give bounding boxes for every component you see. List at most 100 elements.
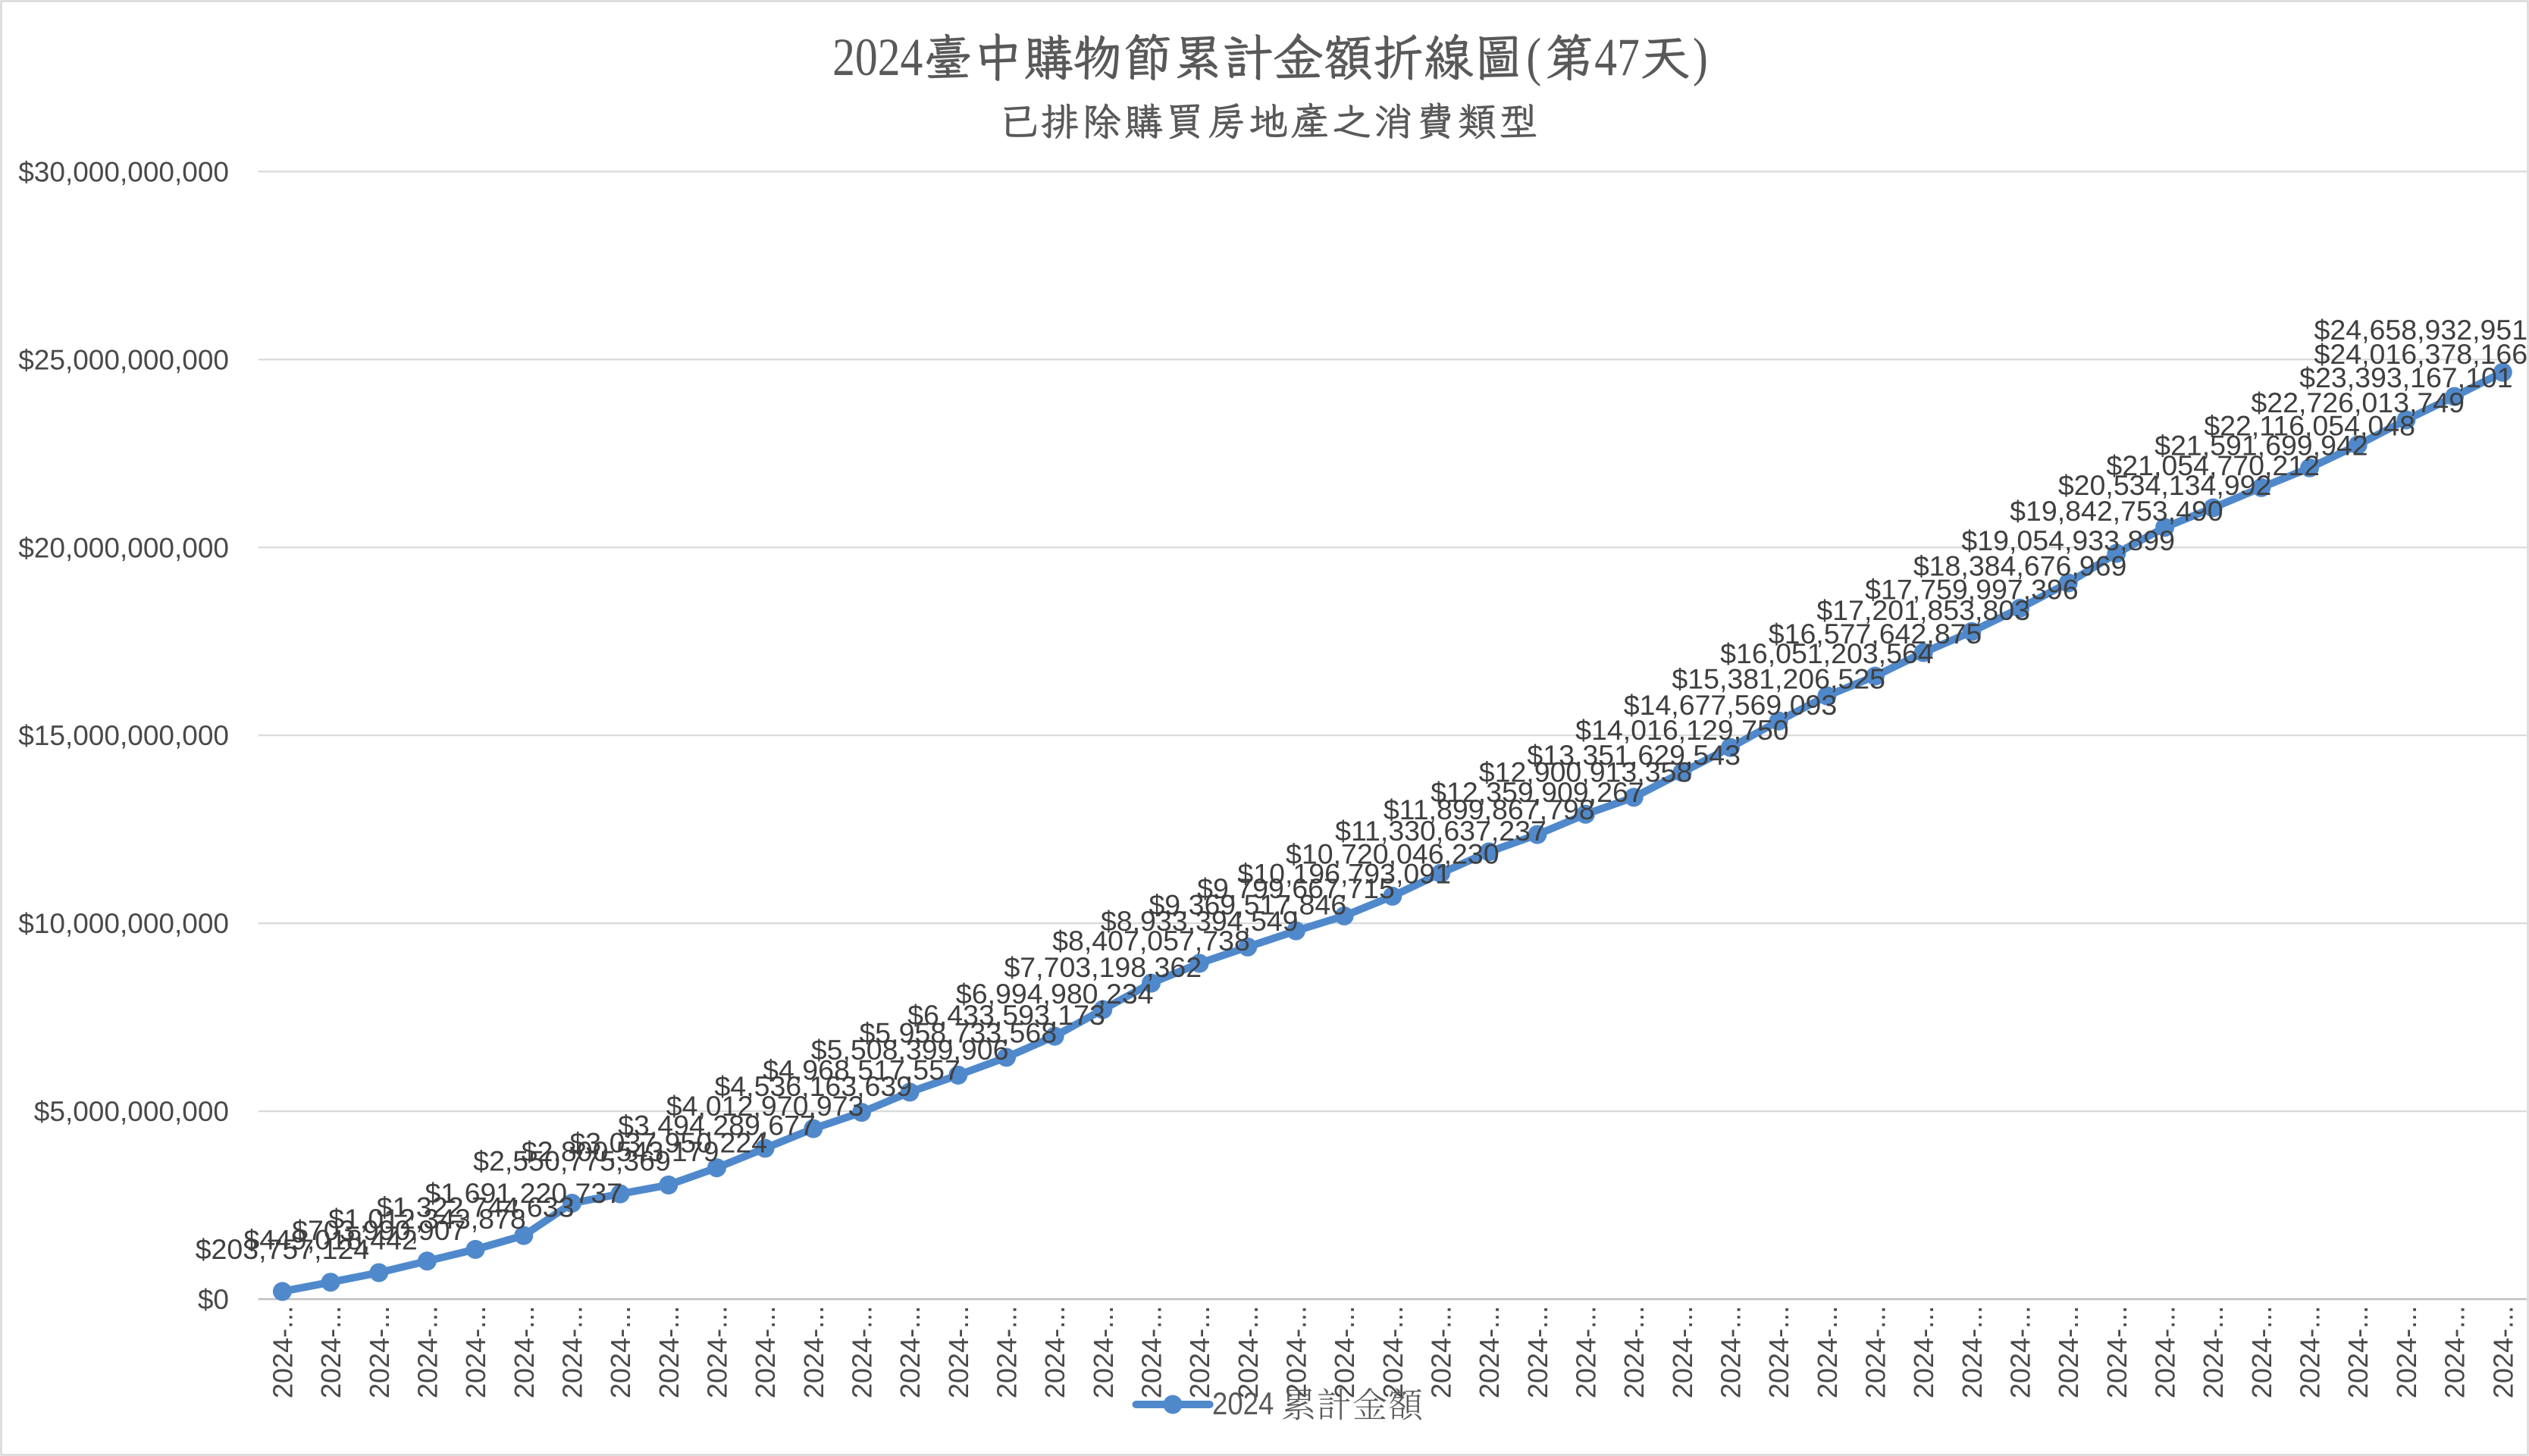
svg-text:2024-...: 2024-... [1474, 1306, 1505, 1398]
svg-text:0: 0 [855, 28, 878, 87]
svg-text:$15,000,000,000: $15,000,000,000 [18, 720, 229, 751]
svg-text:$21,591,699,942: $21,591,699,942 [2155, 429, 2368, 461]
svg-text:2024-...: 2024-... [2440, 1306, 2471, 1398]
svg-text:2024-...: 2024-... [1329, 1306, 1360, 1398]
svg-text:2024-...: 2024-... [2198, 1306, 2229, 1398]
svg-text:2024-...: 2024-... [1812, 1306, 1843, 1398]
svg-text:$0: $0 [198, 1284, 229, 1315]
svg-text:$17,759,997,396: $17,759,997,396 [1865, 573, 2079, 605]
svg-text:$5,000,000,000: $5,000,000,000 [34, 1096, 229, 1127]
svg-text:$21,054,770,212: $21,054,770,212 [2106, 449, 2320, 481]
svg-text:2024-...: 2024-... [653, 1306, 685, 1398]
svg-text:2024-...: 2024-... [1763, 1306, 1794, 1398]
svg-text:$15,381,206,525: $15,381,206,525 [1672, 662, 1885, 694]
svg-text:2024-...: 2024-... [1039, 1306, 1070, 1398]
svg-text:$7,703,198,362: $7,703,198,362 [1004, 951, 1202, 983]
svg-text:4: 4 [1594, 28, 1617, 87]
svg-text:$13,351,629,543: $13,351,629,543 [1527, 739, 1741, 771]
svg-text:2024-...: 2024-... [1233, 1306, 1264, 1398]
svg-text:2024-...: 2024-... [1136, 1306, 1167, 1398]
svg-text:$6,433,593,173: $6,433,593,173 [907, 999, 1105, 1031]
svg-text:2024-...: 2024-... [702, 1306, 733, 1398]
svg-text:$10,196,793,091: $10,196,793,091 [1237, 857, 1451, 889]
svg-text:$10,000,000,000: $10,000,000,000 [18, 908, 229, 939]
svg-text:$10,720,046,230: $10,720,046,230 [1286, 838, 1500, 869]
svg-text:2024-...: 2024-... [460, 1306, 491, 1398]
svg-text:$24,016,378,166: $24,016,378,166 [2314, 338, 2528, 370]
svg-text:$17,201,853,803: $17,201,853,803 [1816, 594, 2030, 626]
svg-text:$12,359,909,267: $12,359,909,267 [1431, 776, 1644, 808]
svg-text:$9,799,667,715: $9,799,667,715 [1197, 872, 1395, 904]
svg-text:2024-...: 2024-... [1957, 1306, 1988, 1398]
svg-text:$20,534,134,992: $20,534,134,992 [2058, 469, 2272, 501]
svg-text:$11,330,637,237: $11,330,637,237 [1335, 815, 1547, 847]
svg-text:2024-...: 2024-... [1667, 1306, 1698, 1398]
svg-text:$11,899,867,798: $11,899,867,798 [1384, 794, 1595, 825]
svg-text:2024: 2024 [1212, 1386, 1274, 1422]
svg-text:2024-...: 2024-... [1281, 1306, 1312, 1398]
svg-text:2024-...: 2024-... [364, 1306, 395, 1398]
svg-text:2024-...: 2024-... [2150, 1306, 2181, 1398]
svg-text:2024-...: 2024-... [2343, 1306, 2374, 1398]
svg-text:$2,550,775,369: $2,550,775,369 [473, 1145, 671, 1177]
svg-text:$22,726,013,749: $22,726,013,749 [2251, 387, 2465, 418]
svg-text:$4,968,517,557: $4,968,517,557 [763, 1054, 961, 1086]
svg-text:$3,037,950,224: $3,037,950,224 [569, 1126, 767, 1158]
svg-text:2024-...: 2024-... [1571, 1306, 1602, 1398]
svg-text:$8,933,394,549: $8,933,394,549 [1101, 905, 1299, 937]
svg-text:2024-...: 2024-... [2053, 1306, 2084, 1398]
svg-text:2024-...: 2024-... [509, 1306, 540, 1398]
svg-text:$30,000,000,000: $30,000,000,000 [18, 156, 229, 187]
svg-text:2024-...: 2024-... [1860, 1306, 1891, 1398]
svg-text:$14,677,569,093: $14,677,569,093 [1624, 689, 1838, 721]
svg-text:$23,393,167,101: $23,393,167,101 [2299, 362, 2513, 393]
svg-text:2024-...: 2024-... [605, 1306, 636, 1398]
svg-text:2024-...: 2024-... [267, 1306, 298, 1398]
svg-text:$24,658,932,951: $24,658,932,951 [2314, 314, 2528, 346]
svg-text:$4,536,163,639: $4,536,163,639 [714, 1070, 912, 1102]
svg-text:2024-...: 2024-... [315, 1306, 346, 1398]
svg-text:2024-...: 2024-... [2101, 1306, 2133, 1398]
svg-text:2024-...: 2024-... [1184, 1306, 1215, 1398]
svg-text:2024-...: 2024-... [943, 1306, 974, 1398]
svg-text:$19,054,933,899: $19,054,933,899 [1961, 524, 2175, 556]
svg-text:$6,994,980,234: $6,994,980,234 [956, 978, 1154, 1010]
svg-text:2024-...: 2024-... [992, 1306, 1023, 1398]
svg-text:2024-...: 2024-... [1619, 1306, 1650, 1398]
svg-text:$19,842,753,490: $19,842,753,490 [2010, 495, 2223, 527]
svg-text:$18,384,676,969: $18,384,676,969 [1913, 550, 2127, 581]
svg-text:2024-...: 2024-... [2295, 1306, 2326, 1398]
svg-text:2024-...: 2024-... [2005, 1306, 2036, 1398]
svg-text:2024-...: 2024-... [2487, 1306, 2518, 1398]
svg-text:$16,577,642,875: $16,577,642,875 [1769, 618, 1982, 650]
svg-text:$3,494,289,677: $3,494,289,677 [618, 1110, 816, 1141]
svg-text:$2,800,543,179: $2,800,543,179 [522, 1135, 719, 1167]
svg-text:$1,322,744,633: $1,322,744,633 [377, 1191, 575, 1223]
svg-text:2024-...: 2024-... [1716, 1306, 1747, 1398]
svg-text:7: 7 [1617, 28, 1640, 87]
svg-text:2024-...: 2024-... [1088, 1306, 1119, 1398]
svg-text:$203,757,124: $203,757,124 [196, 1233, 369, 1265]
svg-text:$16,051,203,564: $16,051,203,564 [1720, 637, 1934, 669]
svg-text:$5,958,733,568: $5,958,733,568 [859, 1017, 1057, 1049]
svg-text:$22,116,054,048: $22,116,054,048 [2204, 409, 2415, 441]
svg-text:4: 4 [900, 28, 923, 87]
svg-text:$1,012,343,878: $1,012,343,878 [328, 1203, 526, 1235]
svg-text:2024-...: 2024-... [412, 1306, 443, 1398]
svg-text:2024-...: 2024-... [895, 1306, 926, 1398]
svg-text:(: ( [1526, 28, 1541, 87]
svg-text:2024-...: 2024-... [1377, 1306, 1409, 1398]
svg-text:2024-...: 2024-... [847, 1306, 878, 1398]
svg-text:$4,012,970,973: $4,012,970,973 [666, 1090, 864, 1122]
svg-text:2024-...: 2024-... [2391, 1306, 2422, 1398]
svg-text:$449,018,442: $449,018,442 [243, 1224, 417, 1256]
svg-text:2024-...: 2024-... [1426, 1306, 1457, 1398]
svg-text:2024-...: 2024-... [750, 1306, 781, 1398]
svg-text:$8,407,057,738: $8,407,057,738 [1052, 925, 1250, 957]
svg-text:$25,000,000,000: $25,000,000,000 [18, 344, 229, 375]
svg-text:2024-...: 2024-... [2246, 1306, 2277, 1398]
svg-text:$5,508,399,906: $5,508,399,906 [811, 1034, 1009, 1066]
svg-text:$20,000,000,000: $20,000,000,000 [18, 532, 229, 563]
svg-text:$14,016,129,750: $14,016,129,750 [1575, 714, 1789, 746]
svg-text:2024-...: 2024-... [557, 1306, 588, 1398]
